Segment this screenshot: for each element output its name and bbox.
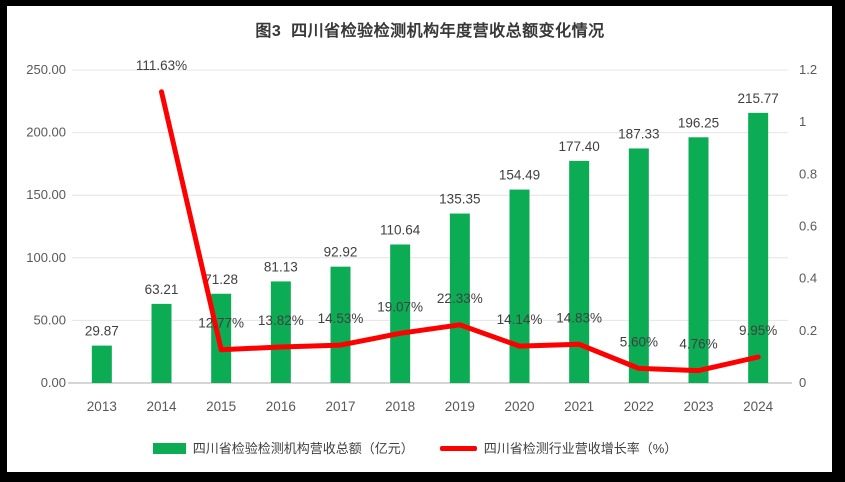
legend-item-growth-rate: 四川省检测行业营收增长率（%）	[439, 440, 678, 456]
bar-swatch-icon	[152, 442, 186, 454]
bar-value-label: 215.77	[738, 91, 779, 106]
chart-canvas: 图3 四川省检验检测机构年度营收总额变化情况 0.00 50.00 100.00 15…	[7, 6, 832, 472]
bar-value-label: 196.25	[678, 115, 719, 130]
bar-value-label: 29.87	[85, 324, 119, 339]
line-point-label: 22.33%	[437, 291, 483, 306]
x-axis-tick: 2016	[266, 399, 296, 414]
y-axis-tick-right: 0.4	[799, 271, 817, 286]
line-swatch-icon	[439, 445, 477, 451]
revenue-bar	[270, 281, 291, 383]
y-axis-tick-left: 50.00	[33, 312, 66, 327]
line-point-label: 13.82%	[258, 313, 304, 328]
revenue-bar	[91, 345, 112, 383]
legend-item-revenue: 四川省检验检测机构营收总额（亿元）	[152, 440, 414, 456]
y-axis-tick-left: 250.00	[26, 62, 66, 77]
line-point-label: 12.77%	[198, 316, 244, 331]
bar-value-label: 71.28	[204, 272, 238, 287]
y-axis-tick-left: 0.00	[41, 375, 66, 390]
y-axis-tick-right: 1.2	[799, 62, 817, 77]
x-axis-tick: 2022	[624, 399, 654, 414]
bar-value-label: 154.49	[499, 168, 540, 183]
x-axis-tick: 2020	[504, 399, 534, 414]
line-point-label: 9.95%	[739, 323, 777, 338]
y-axis-tick-right: 0.6	[799, 219, 817, 234]
y-axis-tick-right: 0	[799, 375, 806, 390]
line-point-label: 111.63%	[136, 58, 187, 73]
bar-value-label: 63.21	[145, 282, 179, 297]
revenue-bar	[628, 148, 649, 383]
bar-value-label: 177.40	[559, 139, 600, 154]
chart-legend: 四川省检验检测机构营收总额（亿元） 四川省检测行业营收增长率（%）	[42, 438, 788, 458]
bar-value-label: 135.35	[439, 192, 480, 207]
line-point-label: 14.83%	[556, 310, 602, 325]
y-axis-tick-left: 150.00	[26, 187, 66, 202]
x-axis-tick: 2018	[385, 399, 415, 414]
bar-value-label: 81.13	[264, 259, 298, 274]
line-point-label: 14.14%	[497, 312, 543, 327]
revenue-bar	[748, 112, 769, 383]
revenue-bar	[569, 160, 590, 383]
y-axis-tick-left: 100.00	[26, 250, 66, 265]
x-axis-tick: 2013	[87, 399, 117, 414]
x-axis-tick: 2017	[325, 399, 355, 414]
bar-value-label: 187.33	[618, 126, 659, 141]
legend-label-growth-rate: 四川省检测行业营收增长率（%）	[483, 440, 678, 456]
revenue-bar	[330, 266, 351, 383]
x-axis-tick: 2014	[146, 399, 177, 414]
y-axis-tick-right: 0.2	[799, 323, 817, 338]
chart-title: 图3 四川省检验检测机构年度营收总额变化情况	[255, 23, 605, 40]
x-axis-tick: 2023	[683, 399, 713, 414]
revenue-bar	[211, 293, 232, 383]
y-axis-tick-left: 200.00	[26, 125, 66, 140]
line-point-label: 14.53%	[318, 311, 364, 326]
bar-value-label: 110.64	[380, 222, 421, 237]
legend-label-revenue: 四川省检验检测机构营收总额（亿元）	[192, 440, 414, 456]
revenue-bar	[509, 189, 530, 383]
bar-value-label: 92.92	[324, 245, 358, 260]
revenue-bar	[688, 137, 709, 383]
x-axis-tick: 2015	[206, 399, 236, 414]
y-axis-tick-right: 1	[799, 114, 806, 129]
y-axis-tick-right: 0.8	[799, 166, 817, 181]
x-axis-tick: 2019	[445, 399, 475, 414]
revenue-bar	[151, 303, 172, 383]
line-point-label: 5.60%	[620, 334, 658, 349]
line-point-label: 19.07%	[377, 299, 423, 314]
revenue-bar	[390, 244, 411, 383]
x-axis-tick: 2021	[564, 399, 594, 414]
combo-chart-plot: 0.00 50.00 100.00 150.00 200.00 250.00 0 0.2 0.4…	[26, 58, 817, 414]
revenue-bar	[449, 213, 470, 383]
growth-rate-line	[159, 89, 761, 374]
x-axis-tick: 2024	[743, 399, 774, 414]
line-point-label: 4.76%	[679, 337, 717, 352]
